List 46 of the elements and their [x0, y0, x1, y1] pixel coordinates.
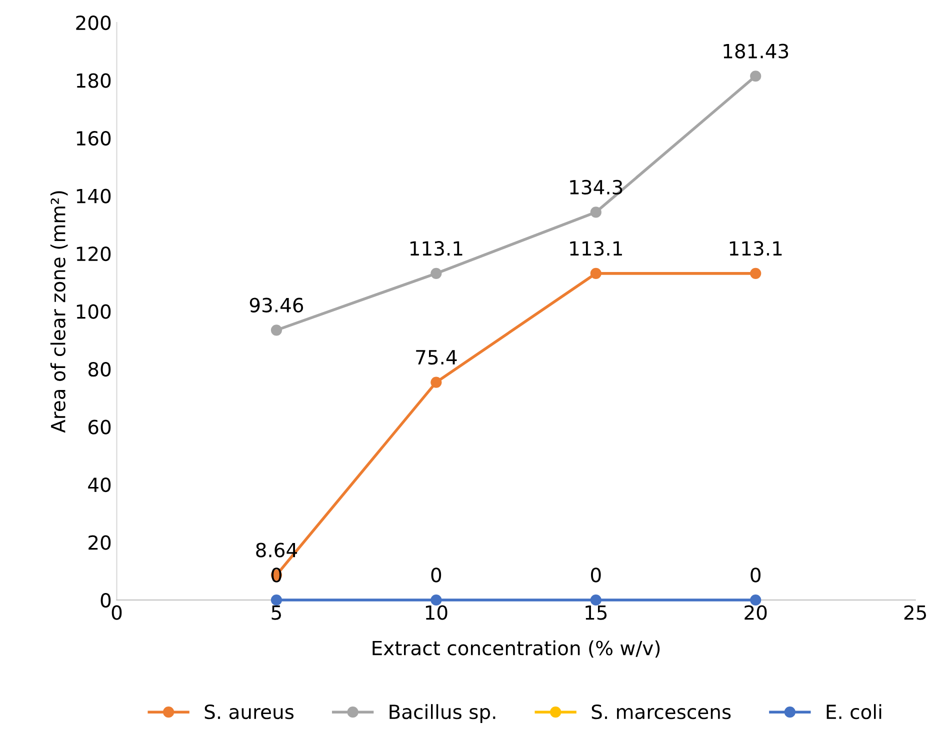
legend-label: S. aureus [204, 704, 294, 720]
point [430, 376, 442, 388]
y-tick-label: 200 [76, 15, 111, 30]
y-tick-label: 160 [76, 130, 111, 146]
point [430, 268, 442, 279]
y-tick-label: 100 [76, 304, 111, 319]
y-tick-label: 180 [76, 73, 111, 88]
x-tick-label: 0 [112, 605, 122, 620]
point [270, 594, 282, 606]
data-label: 93.46 [250, 298, 304, 312]
x-tick-label: 15 [586, 605, 607, 620]
data-label: 0 [590, 568, 601, 582]
data-label: 113.1 [570, 241, 622, 256]
point [590, 268, 602, 279]
x-tick-label: 25 [904, 605, 926, 620]
legend-label: Bacillus sp. [390, 704, 496, 723]
point [430, 594, 442, 606]
point [270, 324, 282, 336]
point [590, 206, 602, 218]
data-label: 8.64 [256, 542, 298, 558]
x-tick-label: 10 [426, 605, 448, 620]
y-tick-label: 120 [76, 246, 111, 262]
y-tick-label: 140 [76, 188, 111, 204]
y-tick-label: 20 [88, 535, 111, 550]
data-label: 113.1 [730, 241, 782, 256]
point [750, 594, 762, 606]
data-label: 75.4 [416, 350, 457, 365]
legend-label: S. marcescens [592, 704, 731, 720]
data-label: 0 [431, 568, 442, 582]
y-tick-label: 40 [88, 477, 111, 492]
legend-label: E. coli [826, 704, 882, 720]
data-label: 0 [750, 568, 760, 582]
point [750, 268, 762, 279]
data-label: 134.3 [570, 180, 622, 195]
y-tick-label: 80 [88, 362, 111, 377]
data-label: 113.1 [410, 241, 462, 256]
x-tick-label: 20 [744, 605, 767, 620]
point [590, 594, 602, 606]
x-axis-title: Extract concentration (% w/v) [372, 640, 660, 658]
y-axis-title: Area of clear zone (mm²) [50, 191, 68, 433]
data-label: 0 [272, 568, 282, 582]
y-tick-label: 60 [88, 420, 111, 434]
data-label: 181.43 [724, 44, 788, 58]
point [750, 70, 762, 82]
x-tick-label: 5 [272, 605, 281, 620]
y-tick-label: 0 [100, 592, 111, 608]
